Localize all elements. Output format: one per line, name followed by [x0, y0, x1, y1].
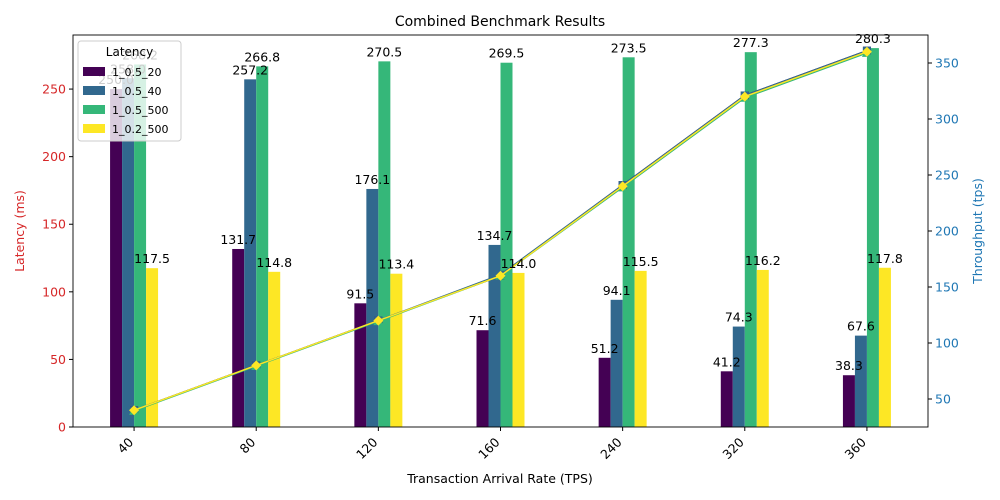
throughput-marker [495, 270, 506, 281]
chart-title: Combined Benchmark Results [395, 14, 605, 30]
y-tick-label-right: 300 [935, 112, 959, 127]
y-tick-label-right: 50 [935, 392, 951, 407]
throughput-marker [617, 181, 628, 192]
data-label: 117.5 [134, 251, 170, 266]
bar [854, 335, 867, 427]
y-axis-label-right: Throughput (tps) [970, 178, 985, 285]
bar [744, 52, 757, 427]
bar [354, 303, 367, 427]
x-tick-label: 40 [114, 434, 136, 456]
legend-label: 1_0.5_40 [112, 85, 162, 98]
bar [390, 273, 403, 427]
x-tick-label: 240 [597, 434, 625, 462]
bar [500, 62, 513, 427]
throughput-marker [739, 91, 750, 102]
x-tick-label: 160 [475, 434, 503, 462]
throughput-marker [251, 360, 262, 371]
data-label: 41.2 [713, 354, 741, 369]
y-tick-label-right: 200 [935, 224, 959, 239]
legend-swatch [83, 124, 105, 133]
bar [878, 267, 891, 427]
x-tick-label: 80 [236, 434, 258, 456]
bar [732, 326, 745, 427]
legend-title: Latency [106, 45, 153, 59]
data-label: 176.1 [354, 172, 390, 187]
throughput-marker [861, 46, 872, 57]
data-label: 71.6 [469, 313, 497, 328]
x-tick-label: 360 [842, 434, 870, 462]
bar [134, 64, 147, 427]
y-axis-label-left: Latency (ms) [12, 190, 27, 272]
legend-swatch [83, 86, 105, 95]
legend-swatch [83, 67, 105, 76]
data-label: 113.4 [378, 257, 414, 272]
bars-layer [110, 48, 891, 428]
data-label: 114.8 [256, 255, 292, 270]
data-label: 94.1 [603, 283, 631, 298]
y-tick-label-right: 150 [935, 280, 959, 295]
bar [378, 61, 391, 428]
y-tick-label-left: 150 [42, 217, 66, 232]
legend-label: 1_0.5_500 [112, 104, 169, 117]
throughput-marker [373, 315, 384, 326]
bar [866, 48, 879, 427]
bar [598, 357, 611, 427]
x-tick-label: 120 [353, 434, 381, 462]
y-tick-label-left: 200 [42, 149, 66, 164]
data-label: 114.0 [501, 256, 537, 271]
data-label: 117.8 [867, 251, 903, 266]
data-label: 269.5 [489, 46, 525, 61]
throughput-marker [129, 405, 140, 416]
y-tick-label-left: 0 [58, 420, 66, 435]
data-label: 67.6 [847, 319, 875, 334]
bar [256, 66, 269, 428]
bar [232, 248, 245, 427]
y-tick-label-right: 100 [935, 336, 959, 351]
bar [610, 299, 623, 427]
bar [366, 188, 379, 427]
bar [476, 330, 489, 427]
bar [634, 270, 647, 427]
y-tick-label-left: 50 [50, 352, 66, 367]
data-label: 51.2 [591, 341, 619, 356]
bar [268, 271, 281, 427]
data-label: 277.3 [733, 35, 769, 50]
x-tick-label: 320 [719, 434, 747, 462]
data-label: 115.5 [623, 254, 659, 269]
data-label: 134.7 [477, 228, 513, 243]
data-label: 91.5 [346, 286, 374, 301]
data-label: 74.3 [725, 310, 753, 325]
data-label: 257.2 [232, 62, 268, 77]
legend-box [77, 40, 182, 142]
data-label: 273.5 [611, 40, 647, 55]
bar [756, 269, 769, 427]
legend-label: 1_0.5_20 [112, 66, 162, 79]
data-label: 270.5 [366, 44, 402, 59]
y-tick-label-right: 250 [935, 168, 959, 183]
bar [244, 79, 257, 428]
data-label: 280.3 [855, 31, 891, 46]
legend: Latency 1_0.5_20 1_0.5_40 1_0.5_500 1_0.2_50… [77, 40, 182, 142]
bar [842, 375, 855, 427]
bar [122, 78, 135, 427]
y-tick-label-right: 350 [935, 56, 959, 71]
legend-label: 1_0.2_500 [112, 123, 169, 136]
y-tick-label-left: 100 [42, 284, 66, 299]
bar [512, 272, 525, 427]
y-tick-label-left: 250 [42, 82, 66, 97]
data-label: 38.3 [835, 358, 863, 373]
bar [110, 89, 123, 427]
data-label: 131.7 [220, 232, 256, 247]
bar [720, 371, 733, 427]
bar [488, 244, 501, 427]
data-label: 266.8 [244, 49, 280, 64]
x-axis-label: Transaction Arrival Rate (TPS) [406, 471, 593, 486]
legend-swatch [83, 105, 105, 114]
throughput-lines-layer [129, 46, 872, 416]
data-label: 116.2 [745, 253, 781, 268]
bar [622, 57, 635, 428]
bar [146, 268, 159, 427]
